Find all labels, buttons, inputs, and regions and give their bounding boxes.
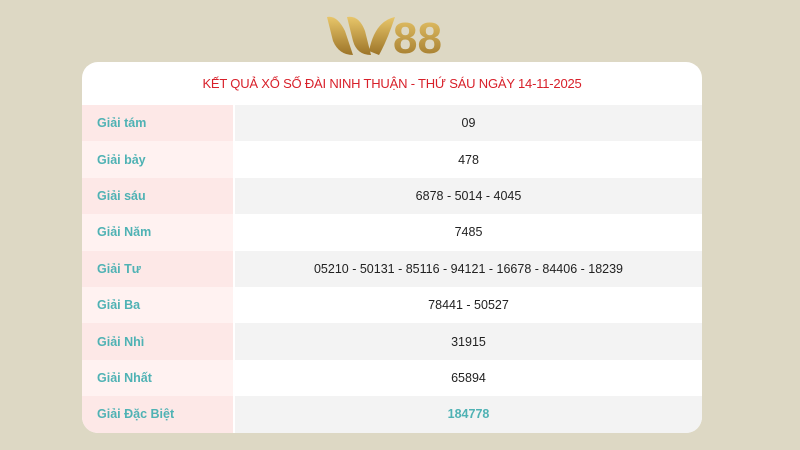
table-row: Giải bảy 478 <box>82 141 702 178</box>
prize-value: 78441 - 50527 <box>428 298 509 313</box>
prize-label: Giải Tư <box>82 250 235 287</box>
prize-value: 09 <box>235 105 702 142</box>
prize-label: Giải Nhì <box>82 323 235 360</box>
prize-value: 65894 <box>451 370 486 385</box>
prize-label: Giải Nhất <box>82 359 235 397</box>
prize-value: 7485 <box>454 225 483 240</box>
table-row: Giải Nhì 31915 <box>82 323 702 360</box>
results-title: KẾT QUẢ XỔ SỐ ĐÀI NINH THUẬN - THỨ SÁU N… <box>202 76 582 91</box>
table-row: Giải Ba 78441 - 50527 <box>82 286 702 324</box>
prize-value: 6878 - 5014 - 4045 <box>235 177 702 215</box>
w88-logo: 88 <box>320 10 480 60</box>
prize-value: 05210 - 50131 - 85116 - 94121 - 16678 - … <box>235 250 702 287</box>
results-table: KẾT QUẢ XỔ SỐ ĐÀI NINH THUẬN - THỨ SÁU N… <box>82 62 702 433</box>
prize-value: 478 <box>458 152 479 167</box>
special-prize-value: 184778 <box>235 396 702 433</box>
table-row: Giải Nhất 65894 <box>82 359 702 397</box>
prize-label: Giải Năm <box>82 214 235 251</box>
prize-label: Giải bảy <box>82 141 235 178</box>
svg-text:88: 88 <box>393 14 442 59</box>
table-row: Giải Đặc Biệt 184778 <box>82 396 702 433</box>
table-row: Giải sáu 6878 - 5014 - 4045 <box>82 177 702 215</box>
table-row: Giải tám 09 <box>82 105 702 142</box>
prize-label: Giải sáu <box>82 177 235 215</box>
prize-label: Giải Đặc Biệt <box>82 396 235 433</box>
prize-label: Giải Ba <box>82 286 235 324</box>
table-row: Giải Năm 7485 <box>82 214 702 251</box>
prize-value: 31915 <box>235 323 702 360</box>
prize-label: Giải tám <box>82 105 235 142</box>
table-row: Giải Tư 05210 - 50131 - 85116 - 94121 - 1… <box>82 250 702 287</box>
